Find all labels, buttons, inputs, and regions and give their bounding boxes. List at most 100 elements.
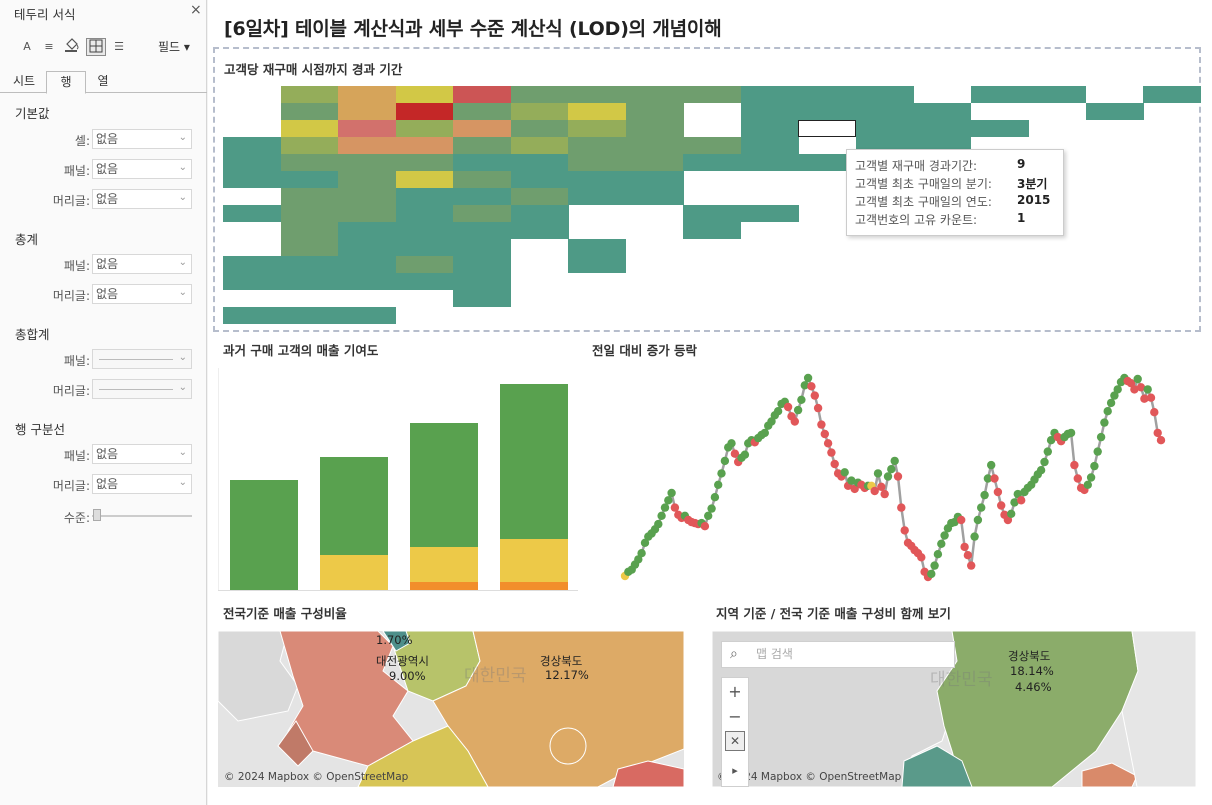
data-point[interactable]	[1130, 385, 1139, 394]
heatmap-cell[interactable]	[338, 154, 396, 171]
borders-icon[interactable]	[86, 38, 106, 56]
data-point[interactable]	[667, 488, 676, 498]
zoom-out-button[interactable]: −	[728, 707, 742, 726]
heatmap-cell[interactable]	[395, 120, 454, 137]
heatmap-cell[interactable]	[338, 86, 396, 103]
heatmap-cell[interactable]	[855, 103, 914, 120]
data-point[interactable]	[807, 382, 816, 391]
data-point[interactable]	[987, 460, 996, 470]
heatmap-cell[interactable]	[280, 171, 339, 188]
heatmap-cell[interactable]	[510, 171, 569, 188]
heatmap-cell[interactable]	[453, 188, 511, 205]
heatmap-cell[interactable]	[683, 154, 741, 171]
heatmap-cell[interactable]	[510, 86, 569, 103]
heatmap-cell[interactable]	[280, 103, 339, 120]
heatmap-cell[interactable]	[338, 103, 396, 120]
heatmap-cell[interactable]	[453, 103, 511, 120]
data-point[interactable]	[1013, 489, 1022, 499]
pan-arrow-icon[interactable]: ▸	[732, 764, 738, 777]
heatmap-cell[interactable]	[510, 103, 569, 120]
heatmap-cell[interactable]	[625, 154, 684, 171]
heatmap-cell[interactable]	[740, 137, 799, 154]
data-point[interactable]	[813, 403, 823, 413]
heatmap-cell[interactable]	[683, 137, 741, 154]
heatmap-cell[interactable]	[280, 307, 339, 324]
heatmap-cell[interactable]	[568, 188, 626, 205]
data-point[interactable]	[993, 487, 1003, 497]
close-icon[interactable]: ×	[190, 2, 202, 18]
tab-sheet[interactable]: 시트	[12, 74, 36, 88]
heatmap-cell[interactable]	[625, 86, 684, 103]
data-point[interactable]	[957, 515, 966, 525]
fields-dropdown[interactable]: 필드 ▾	[158, 40, 190, 54]
heatmap-cell[interactable]	[395, 137, 454, 154]
heatmap-cell[interactable]	[395, 256, 454, 273]
heatmap-cell[interactable]	[338, 239, 396, 256]
heatmap-cell[interactable]	[280, 137, 339, 154]
heatmap-cell[interactable]	[338, 307, 396, 324]
row-divider-header-dropdown[interactable]: 없음 ⌄	[92, 474, 192, 494]
heatmap-cell[interactable]	[453, 171, 511, 188]
data-point[interactable]	[1103, 407, 1112, 416]
bar-segment[interactable]	[410, 547, 478, 582]
data-point[interactable]	[870, 486, 879, 496]
data-point[interactable]	[1140, 394, 1149, 403]
heatmap-cell[interactable]	[625, 103, 684, 120]
map-left[interactable]: 대한민국 1.70% 대전광역시 9.00% 경상북도 12.17% © 202…	[218, 631, 684, 787]
reset-map-icon[interactable]: ✕	[725, 731, 745, 751]
heatmap-cell[interactable]	[625, 120, 684, 137]
heatmap-cell[interactable]	[453, 120, 511, 137]
heatmap-cell[interactable]	[913, 120, 971, 137]
heatmap-cell[interactable]	[510, 120, 569, 137]
heatmap-cell[interactable]	[625, 137, 684, 154]
heatmap-cell[interactable]	[453, 273, 511, 290]
data-point[interactable]	[660, 503, 670, 512]
data-point[interactable]	[1043, 447, 1052, 456]
data-point[interactable]	[1036, 466, 1046, 475]
data-point[interactable]	[973, 515, 983, 525]
default-header-dropdown[interactable]: 없음 ⌄	[92, 189, 192, 209]
heatmap-cell[interactable]	[740, 103, 799, 120]
data-point[interactable]	[980, 490, 989, 500]
tab-rows[interactable]: 행	[46, 71, 86, 94]
heatmap-cell[interactable]	[223, 256, 281, 273]
totals-header-dropdown[interactable]: 없음 ⌄	[92, 284, 192, 304]
data-point[interactable]	[790, 417, 799, 426]
default-cell-dropdown[interactable]: 없음 ⌄	[92, 129, 192, 149]
data-point[interactable]	[1146, 393, 1156, 402]
heatmap-cell[interactable]	[395, 154, 454, 171]
heatmap-cell[interactable]	[338, 222, 396, 239]
data-point[interactable]	[720, 456, 730, 466]
heatmap-cell[interactable]	[798, 103, 856, 120]
data-point[interactable]	[963, 551, 973, 560]
map-copyright[interactable]: © 2024 Mapbox © OpenStreetMap	[717, 771, 902, 783]
heatmap-cell[interactable]	[395, 222, 454, 239]
heatmap-cell[interactable]	[223, 137, 281, 154]
heatmap-cell[interactable]	[453, 137, 511, 154]
data-point[interactable]	[1090, 461, 1099, 471]
data-point[interactable]	[1143, 385, 1152, 394]
data-point[interactable]	[827, 448, 836, 457]
heatmap-cell[interactable]	[280, 256, 339, 273]
heatmap-cell[interactable]	[1085, 103, 1144, 120]
bar-segment[interactable]	[500, 384, 568, 539]
data-point[interactable]	[917, 553, 926, 562]
data-point[interactable]	[880, 489, 889, 499]
data-point[interactable]	[1113, 385, 1122, 394]
data-point[interactable]	[710, 493, 720, 502]
data-point[interactable]	[1106, 398, 1116, 408]
heatmap-cell[interactable]	[568, 256, 626, 273]
bar-segment[interactable]	[320, 555, 388, 590]
heatmap-cell[interactable]	[395, 239, 454, 256]
heatmap-cell[interactable]	[453, 205, 511, 222]
heatmap-cell[interactable]	[338, 256, 396, 273]
data-point[interactable]	[1136, 383, 1146, 392]
data-point[interactable]	[740, 450, 750, 459]
data-point[interactable]	[900, 526, 909, 535]
heatmap-cell[interactable]	[338, 273, 396, 290]
heatmap-cell[interactable]	[280, 239, 339, 256]
heatmap-cell[interactable]	[568, 154, 626, 171]
heatmap-cell[interactable]	[395, 86, 454, 103]
data-point[interactable]	[707, 504, 716, 513]
bar-segment[interactable]	[230, 480, 298, 590]
